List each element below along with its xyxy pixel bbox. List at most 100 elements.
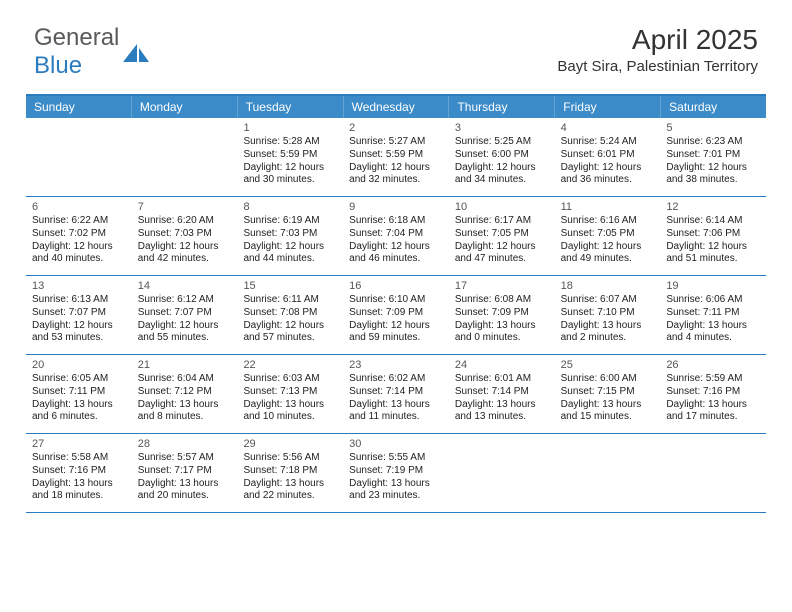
day-cell: 23Sunrise: 6:02 AMSunset: 7:14 PMDayligh…: [343, 355, 449, 433]
week-row: 20Sunrise: 6:05 AMSunset: 7:11 PMDayligh…: [26, 355, 766, 434]
daylight-line: Daylight: 12 hours and 46 minutes.: [349, 241, 443, 267]
sunrise-line: Sunrise: 6:08 AM: [455, 294, 549, 307]
calendar: SundayMondayTuesdayWednesdayThursdayFrid…: [26, 94, 766, 513]
sunset-line: Sunset: 7:09 PM: [349, 307, 443, 320]
day-cell: 12Sunrise: 6:14 AMSunset: 7:06 PMDayligh…: [660, 197, 766, 275]
sunrise-line: Sunrise: 5:57 AM: [138, 452, 232, 465]
sunset-line: Sunset: 7:02 PM: [32, 228, 126, 241]
day-number: 27: [32, 437, 126, 451]
sunset-line: Sunset: 5:59 PM: [349, 149, 443, 162]
sunset-line: Sunset: 7:06 PM: [666, 228, 760, 241]
sunset-line: Sunset: 7:13 PM: [243, 386, 337, 399]
sunrise-line: Sunrise: 5:28 AM: [243, 136, 337, 149]
sunrise-line: Sunrise: 5:25 AM: [455, 136, 549, 149]
day-header: Saturday: [661, 96, 766, 118]
sunset-line: Sunset: 7:18 PM: [243, 465, 337, 478]
day-cell: 9Sunrise: 6:18 AMSunset: 7:04 PMDaylight…: [343, 197, 449, 275]
day-number: 12: [666, 200, 760, 214]
daylight-line: Daylight: 13 hours and 4 minutes.: [666, 320, 760, 346]
week-row: 6Sunrise: 6:22 AMSunset: 7:02 PMDaylight…: [26, 197, 766, 276]
daylight-line: Daylight: 12 hours and 40 minutes.: [32, 241, 126, 267]
daylight-line: Daylight: 13 hours and 0 minutes.: [455, 320, 549, 346]
sunrise-line: Sunrise: 5:56 AM: [243, 452, 337, 465]
sunset-line: Sunset: 7:10 PM: [561, 307, 655, 320]
day-number: 20: [32, 358, 126, 372]
sunset-line: Sunset: 7:16 PM: [666, 386, 760, 399]
day-number: 9: [349, 200, 443, 214]
day-cell: 4Sunrise: 5:24 AMSunset: 6:01 PMDaylight…: [555, 118, 661, 196]
daylight-line: Daylight: 12 hours and 51 minutes.: [666, 241, 760, 267]
sunset-line: Sunset: 7:14 PM: [349, 386, 443, 399]
sunrise-line: Sunrise: 6:23 AM: [666, 136, 760, 149]
day-cell: 27Sunrise: 5:58 AMSunset: 7:16 PMDayligh…: [26, 434, 132, 512]
day-cell: 18Sunrise: 6:07 AMSunset: 7:10 PMDayligh…: [555, 276, 661, 354]
location: Bayt Sira, Palestinian Territory: [557, 58, 758, 75]
daylight-line: Daylight: 13 hours and 2 minutes.: [561, 320, 655, 346]
daylight-line: Daylight: 12 hours and 42 minutes.: [138, 241, 232, 267]
day-cell: 16Sunrise: 6:10 AMSunset: 7:09 PMDayligh…: [343, 276, 449, 354]
daylight-line: Daylight: 13 hours and 15 minutes.: [561, 399, 655, 425]
sunrise-line: Sunrise: 6:04 AM: [138, 373, 232, 386]
empty-cell: [132, 118, 238, 196]
day-number: 3: [455, 121, 549, 135]
logo-gray: General: [34, 24, 119, 51]
day-number: 11: [561, 200, 655, 214]
sunrise-line: Sunrise: 6:06 AM: [666, 294, 760, 307]
daylight-line: Daylight: 13 hours and 10 minutes.: [243, 399, 337, 425]
day-cell: 22Sunrise: 6:03 AMSunset: 7:13 PMDayligh…: [237, 355, 343, 433]
title-block: April 2025 Bayt Sira, Palestinian Territ…: [557, 24, 758, 75]
sunrise-line: Sunrise: 6:00 AM: [561, 373, 655, 386]
day-number: 19: [666, 279, 760, 293]
sunset-line: Sunset: 7:12 PM: [138, 386, 232, 399]
sunrise-line: Sunrise: 5:27 AM: [349, 136, 443, 149]
sunset-line: Sunset: 7:14 PM: [455, 386, 549, 399]
sunrise-line: Sunrise: 6:01 AM: [455, 373, 549, 386]
sunset-line: Sunset: 7:05 PM: [561, 228, 655, 241]
week-row: 27Sunrise: 5:58 AMSunset: 7:16 PMDayligh…: [26, 434, 766, 513]
sunset-line: Sunset: 7:08 PM: [243, 307, 337, 320]
logo: General Blue: [34, 24, 149, 80]
daylight-line: Daylight: 13 hours and 17 minutes.: [666, 399, 760, 425]
day-cell: 3Sunrise: 5:25 AMSunset: 6:00 PMDaylight…: [449, 118, 555, 196]
day-number: 26: [666, 358, 760, 372]
day-cell: 24Sunrise: 6:01 AMSunset: 7:14 PMDayligh…: [449, 355, 555, 433]
sunrise-line: Sunrise: 6:17 AM: [455, 215, 549, 228]
day-number: 15: [243, 279, 337, 293]
daylight-line: Daylight: 12 hours and 36 minutes.: [561, 162, 655, 188]
daylight-line: Daylight: 12 hours and 32 minutes.: [349, 162, 443, 188]
daylight-line: Daylight: 12 hours and 30 minutes.: [243, 162, 337, 188]
sunrise-line: Sunrise: 6:16 AM: [561, 215, 655, 228]
day-number: 21: [138, 358, 232, 372]
sunset-line: Sunset: 6:01 PM: [561, 149, 655, 162]
daylight-line: Daylight: 12 hours and 59 minutes.: [349, 320, 443, 346]
day-cell: 10Sunrise: 6:17 AMSunset: 7:05 PMDayligh…: [449, 197, 555, 275]
logo-sail-icon: [123, 42, 149, 62]
sunrise-line: Sunrise: 5:58 AM: [32, 452, 126, 465]
daylight-line: Daylight: 12 hours and 55 minutes.: [138, 320, 232, 346]
daylight-line: Daylight: 13 hours and 13 minutes.: [455, 399, 549, 425]
sunset-line: Sunset: 7:15 PM: [561, 386, 655, 399]
daylight-line: Daylight: 13 hours and 23 minutes.: [349, 478, 443, 504]
day-number: 2: [349, 121, 443, 135]
empty-cell: [449, 434, 555, 512]
sunrise-line: Sunrise: 6:03 AM: [243, 373, 337, 386]
daylight-line: Daylight: 13 hours and 22 minutes.: [243, 478, 337, 504]
sunrise-line: Sunrise: 6:18 AM: [349, 215, 443, 228]
day-cell: 7Sunrise: 6:20 AMSunset: 7:03 PMDaylight…: [132, 197, 238, 275]
sunset-line: Sunset: 7:07 PM: [138, 307, 232, 320]
daylight-line: Daylight: 12 hours and 49 minutes.: [561, 241, 655, 267]
day-number: 25: [561, 358, 655, 372]
header: General Blue April 2025 Bayt Sira, Pales…: [0, 0, 792, 86]
day-cell: 1Sunrise: 5:28 AMSunset: 5:59 PMDaylight…: [237, 118, 343, 196]
sunset-line: Sunset: 7:19 PM: [349, 465, 443, 478]
day-cell: 19Sunrise: 6:06 AMSunset: 7:11 PMDayligh…: [660, 276, 766, 354]
day-number: 24: [455, 358, 549, 372]
daylight-line: Daylight: 12 hours and 34 minutes.: [455, 162, 549, 188]
day-number: 22: [243, 358, 337, 372]
sunset-line: Sunset: 7:11 PM: [666, 307, 760, 320]
day-header: Sunday: [26, 96, 132, 118]
sunrise-line: Sunrise: 6:05 AM: [32, 373, 126, 386]
day-number: 1: [243, 121, 337, 135]
daylight-line: Daylight: 13 hours and 18 minutes.: [32, 478, 126, 504]
day-cell: 17Sunrise: 6:08 AMSunset: 7:09 PMDayligh…: [449, 276, 555, 354]
